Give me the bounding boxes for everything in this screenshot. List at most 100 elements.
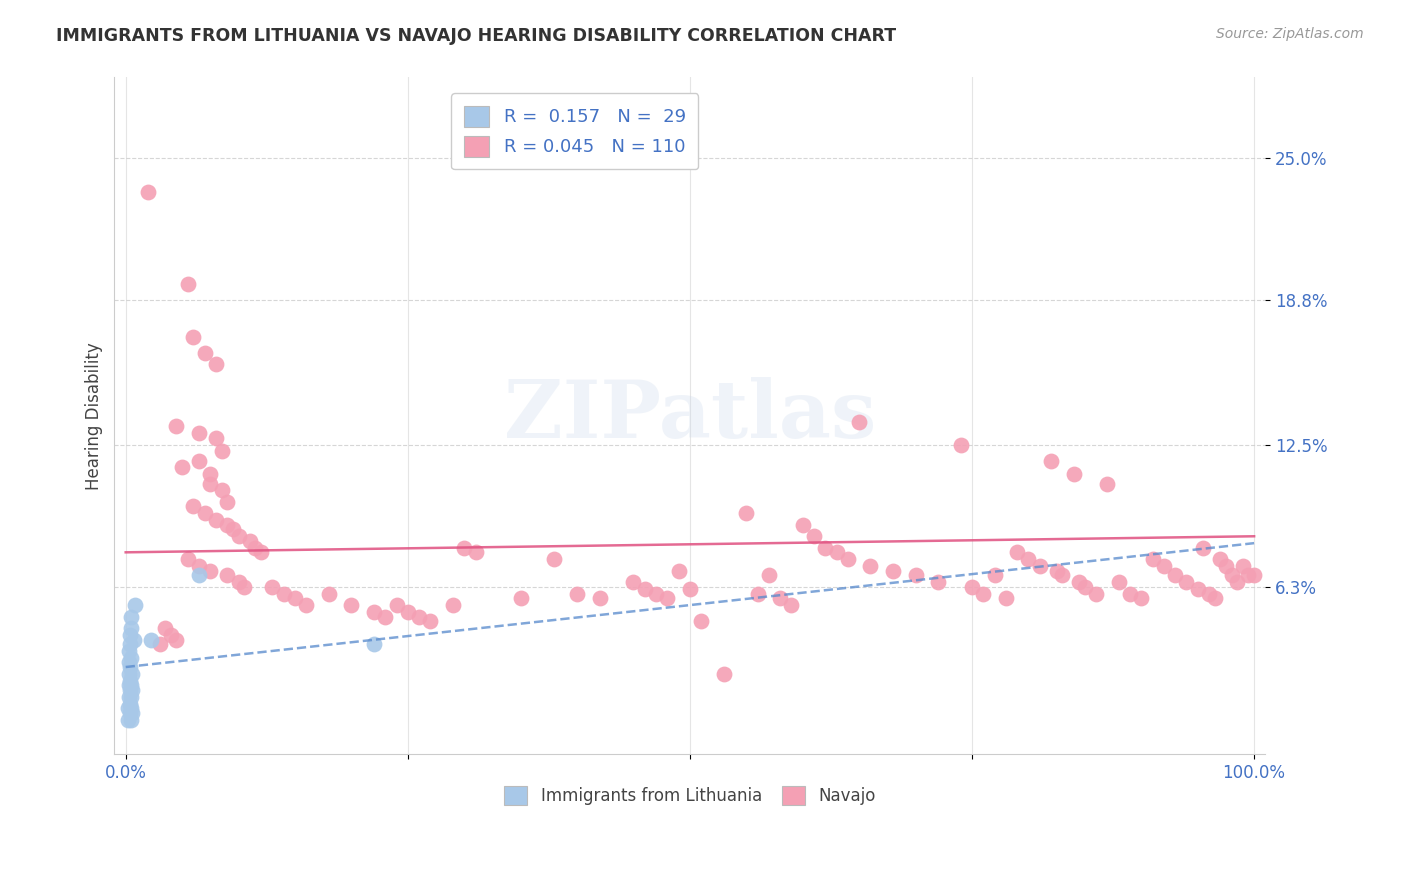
Point [188,568,211,582]
Point [228,529,250,543]
Point [239,533,262,548]
Point [1085,586,1108,600]
Point [1005,545,1028,559]
Point [120,690,142,704]
Point [1119,586,1142,600]
Point [118,656,141,670]
Point [262,580,284,594]
Point [1040,453,1063,467]
Point [464,545,486,559]
Point [904,568,927,582]
Point [1130,591,1153,606]
Point [217,495,239,509]
Point [1164,568,1187,582]
Point [645,586,668,600]
Point [814,541,837,555]
Point [848,415,870,429]
Point [780,598,803,612]
Point [200,467,222,482]
Point [803,529,825,543]
Point [634,582,657,596]
Point [124,598,146,612]
Point [139,632,162,647]
Point [148,637,170,651]
Point [565,586,588,600]
Point [792,517,814,532]
Point [120,678,142,692]
Point [183,500,205,514]
Point [183,329,205,343]
Point [1243,568,1265,582]
Point [1097,476,1119,491]
Point [1028,559,1050,574]
Point [657,591,679,606]
Point [927,575,949,590]
Point [668,564,690,578]
Point [120,683,142,698]
Point [441,598,464,612]
Point [273,586,295,600]
Point [120,609,142,624]
Point [543,552,565,566]
Point [117,701,139,715]
Point [1237,568,1260,582]
Point [120,697,142,711]
Point [120,637,142,651]
Point [1226,575,1249,590]
Y-axis label: Hearing Disability: Hearing Disability [86,342,103,490]
Point [160,628,183,642]
Point [509,591,531,606]
Point [166,419,188,434]
Point [1074,580,1097,594]
Point [120,651,142,665]
Point [825,545,848,559]
Point [228,575,250,590]
Point [284,591,307,606]
Point [205,513,228,527]
Point [194,506,217,520]
Point [419,614,441,628]
Point [1017,552,1039,566]
Point [118,667,141,681]
Point [983,568,1005,582]
Text: Source: ZipAtlas.com: Source: ZipAtlas.com [1216,27,1364,41]
Point [121,706,143,720]
Point [233,580,256,594]
Point [859,559,882,574]
Point [882,564,904,578]
Point [408,609,430,624]
Point [679,582,702,596]
Point [194,345,217,359]
Point [121,683,143,698]
Point [340,598,363,612]
Point [1175,575,1198,590]
Legend: Immigrants from Lithuania, Navajo: Immigrants from Lithuania, Navajo [495,778,884,814]
Point [713,667,735,681]
Point [735,506,758,520]
Point [1108,575,1130,590]
Point [1198,586,1220,600]
Point [217,517,239,532]
Point [318,586,340,600]
Point [295,598,318,612]
Point [222,522,245,536]
Point [118,644,141,658]
Point [374,609,396,624]
Point [121,667,143,681]
Point [166,632,188,647]
Point [1063,467,1085,482]
Point [120,621,142,635]
Point [122,632,145,647]
Text: ZIPatlas: ZIPatlas [503,376,876,455]
Point [385,598,408,612]
Point [1215,559,1237,574]
Text: IMMIGRANTS FROM LITHUANIA VS NAVAJO HEARING DISABILITY CORRELATION CHART: IMMIGRANTS FROM LITHUANIA VS NAVAJO HEAR… [56,27,897,45]
Point [1220,568,1243,582]
Point [1052,568,1074,582]
Point [588,591,610,606]
Point [1209,552,1232,566]
Point [136,185,159,199]
Point [120,701,142,715]
Point [363,637,385,651]
Point [120,713,142,727]
